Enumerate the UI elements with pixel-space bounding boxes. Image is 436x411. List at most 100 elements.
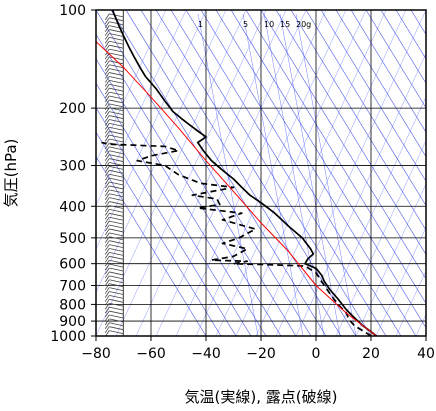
- mixing-ratio-label: 10: [264, 20, 274, 29]
- wind-barb: [104, 314, 124, 322]
- y-tick-label: 600: [59, 257, 86, 273]
- wind-barb: [104, 216, 124, 224]
- y-tick-label: 700: [59, 279, 86, 295]
- wind-barb-feather: [104, 185, 110, 193]
- wind-barb: [104, 181, 124, 189]
- y-tick-label: 200: [59, 101, 86, 117]
- adiabat-line: [375, 226, 426, 336]
- wind-barb-shaft: [109, 52, 124, 57]
- adiabat-line: [355, 183, 426, 336]
- wind-barb-feather: [104, 95, 110, 103]
- wind-barb-shaft: [109, 181, 124, 186]
- wind-barb-feather: [104, 283, 110, 290]
- wind-barb-shaft: [109, 126, 124, 131]
- wind-barb: [104, 72, 124, 79]
- wind-barb: [104, 40, 124, 48]
- wind-barb-shaft: [109, 326, 124, 331]
- wind-barb: [104, 13, 124, 21]
- pressure-temperature-grid: [96, 10, 426, 336]
- isotherm-line: [140, 10, 342, 336]
- wind-barb-feather: [104, 29, 110, 36]
- wind-barb-shaft: [109, 259, 124, 264]
- wind-barb-shaft: [109, 205, 124, 209]
- wind-barb-feather: [104, 232, 110, 240]
- wind-barb: [104, 209, 124, 216]
- wind-barb-feather: [104, 107, 110, 114]
- wind-barb-shaft: [109, 119, 124, 123]
- wind-barb-shaft: [109, 271, 124, 276]
- wind-barb-shaft: [109, 283, 124, 288]
- wind-barb-shaft: [109, 193, 124, 198]
- wind-barb: [104, 162, 124, 169]
- y-tick-label: 300: [59, 159, 86, 175]
- wind-barb-feather: [104, 72, 110, 79]
- wind-barb: [104, 64, 124, 71]
- wind-barb: [104, 95, 124, 103]
- wind-barb: [104, 310, 124, 318]
- wind-barb-feather: [104, 201, 110, 208]
- wind-barb: [104, 232, 124, 240]
- mixing-ratio-label: 20g: [296, 20, 311, 29]
- wind-barb-feather: [104, 119, 110, 126]
- wind-barb: [104, 220, 124, 228]
- wind-barb: [104, 83, 124, 91]
- adiabat-line: [335, 139, 426, 336]
- wind-barb-feather: [104, 267, 110, 275]
- isotherm-line: [96, 58, 267, 336]
- wind-barb-feather: [104, 291, 110, 298]
- x-tick-label: −20: [246, 346, 276, 362]
- adiabat-line: [96, 10, 187, 207]
- wind-barb-feather: [104, 154, 110, 161]
- y-tick-label: 100: [59, 3, 86, 19]
- wind-barb: [104, 291, 124, 298]
- wind-barb-feather: [104, 236, 110, 243]
- wind-barb-shaft: [109, 275, 124, 280]
- adiabat-line: [215, 10, 367, 336]
- wind-barb: [104, 185, 124, 193]
- wind-barb: [104, 252, 124, 259]
- wind-barb-feather: [104, 170, 110, 177]
- isotherm-line: [185, 10, 387, 336]
- wind-barb-shaft: [109, 146, 124, 151]
- y-tick-label: 900: [59, 314, 86, 330]
- wind-barb-shaft: [109, 197, 124, 202]
- wind-barb-shaft: [109, 165, 124, 170]
- wind-barb-feather: [104, 209, 110, 216]
- wind-barb-shaft: [109, 60, 124, 65]
- wind-barb-shaft: [109, 232, 124, 237]
- isotherm-line: [425, 10, 426, 11]
- wind-barb-shaft: [109, 134, 124, 139]
- wind-barb-shaft: [109, 72, 124, 76]
- wind-barb-shaft: [109, 240, 124, 245]
- wind-barb-feather: [104, 275, 110, 283]
- wind-barb-feather: [104, 260, 110, 267]
- wind-barb-shaft: [109, 150, 124, 155]
- wind-barb: [104, 295, 124, 302]
- y-tick-label: 500: [59, 231, 86, 247]
- wind-barb-feather: [104, 21, 110, 28]
- wind-barb-shaft: [109, 111, 124, 116]
- x-tick-label: 40: [417, 346, 435, 362]
- adiabat-line: [155, 10, 307, 336]
- adiabat-line: [96, 10, 167, 163]
- wind-barb-shaft: [109, 318, 124, 323]
- wind-barb-shaft: [109, 298, 124, 303]
- wind-barb-shaft: [109, 68, 124, 73]
- isotherm-line: [350, 10, 426, 133]
- wind-barb: [104, 154, 124, 161]
- wind-barb-feather: [104, 240, 110, 247]
- adiabat-line: [115, 10, 267, 336]
- wind-barb-feather: [104, 68, 110, 75]
- wind-barb-feather: [104, 37, 110, 44]
- wind-barbs: [104, 10, 124, 336]
- wind-barb-shaft: [109, 212, 124, 217]
- wind-barb: [104, 298, 124, 306]
- adiabat-line: [175, 10, 327, 336]
- wind-barb: [104, 193, 124, 200]
- adiabat-line: [255, 10, 407, 336]
- wind-barb: [104, 33, 124, 40]
- wind-barb: [104, 122, 124, 130]
- wind-barb-feather: [104, 314, 110, 322]
- wind-barb: [104, 134, 124, 142]
